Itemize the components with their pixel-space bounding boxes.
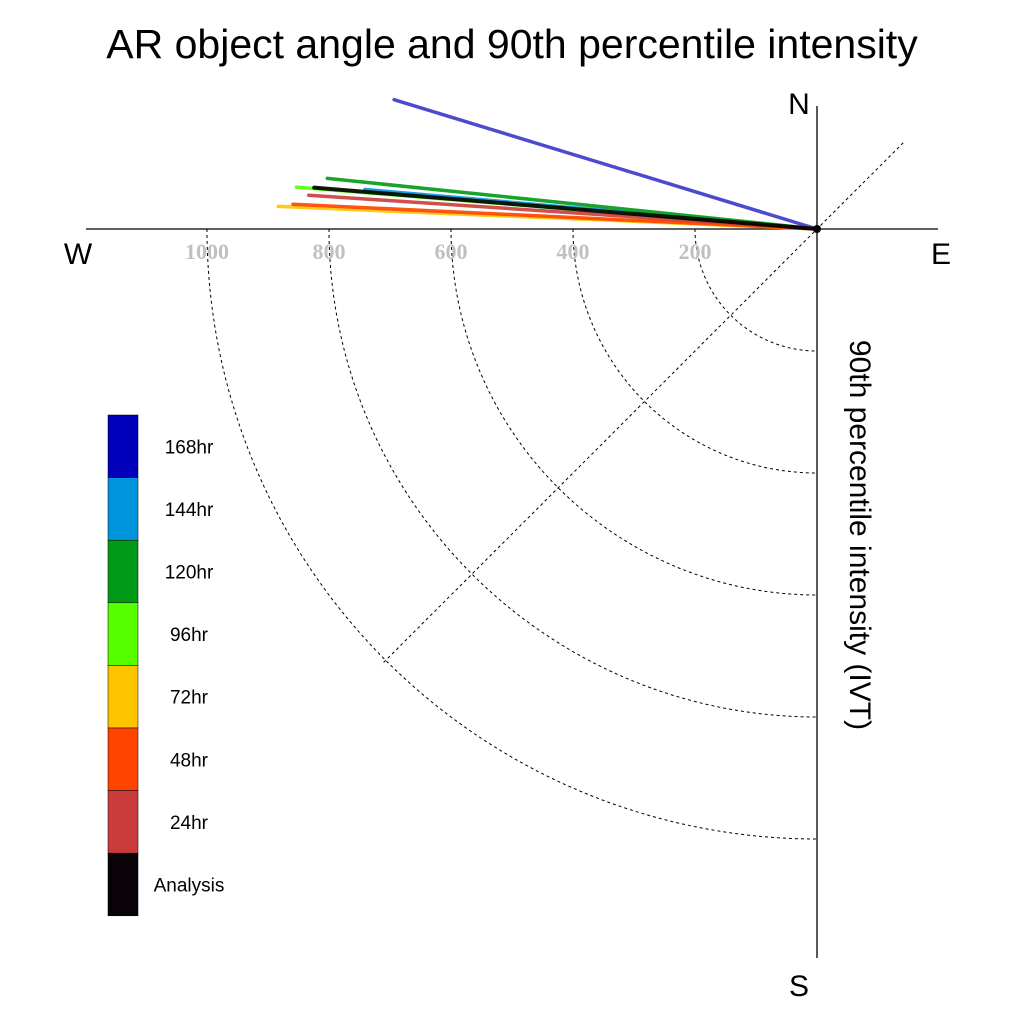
grid-arc-800 <box>328 228 818 718</box>
legend-swatch-144hr <box>107 477 139 541</box>
legend-label: 144hr <box>165 500 214 521</box>
vector-168hr <box>392 97 819 231</box>
radial-axis-label: 90th percentile intensity (IVT) <box>843 340 876 730</box>
legend: 168hr 144hr 120hr 96hr 72hr 48hr 24hr Analysis <box>107 414 225 917</box>
intensity-vectors <box>276 97 821 233</box>
south-label: S <box>789 970 809 1003</box>
east-label: E <box>931 238 951 271</box>
legend-swatch-48hr <box>107 727 139 791</box>
legend-swatch-24hr <box>107 790 139 854</box>
legend-swatch-72hr <box>107 665 139 729</box>
chart-title: AR object angle and 90th percentile inte… <box>106 21 918 67</box>
grid-arc-200 <box>694 228 818 352</box>
radial-tick-label: 1000 <box>185 239 229 264</box>
grid-arc-600 <box>450 228 818 596</box>
legend-swatch-96hr <box>107 602 139 666</box>
legend-label: 96hr <box>170 625 209 646</box>
origin-marker <box>813 225 821 233</box>
north-label: N <box>788 88 810 121</box>
radial-tick-label: 400 <box>557 239 590 264</box>
grid-arc-1000 <box>206 228 818 840</box>
vector-analysis <box>312 185 819 231</box>
legend-label: 48hr <box>170 750 209 771</box>
legend-label: Analysis <box>154 876 225 897</box>
legend-label: 168hr <box>165 437 214 458</box>
radial-tick-label: 600 <box>435 239 468 264</box>
grid-arc-400 <box>572 228 818 474</box>
radial-tick-label: 800 <box>313 239 346 264</box>
west-label: W <box>64 238 93 271</box>
radial-tick-labels: 200 400 600 800 1000 <box>185 239 712 264</box>
legend-label: 72hr <box>170 688 209 709</box>
legend-swatch-168hr <box>107 414 139 478</box>
legend-swatch-120hr <box>107 539 139 604</box>
radial-tick-label: 200 <box>679 239 712 264</box>
legend-label: 120hr <box>165 563 214 584</box>
legend-swatch-analysis <box>107 852 139 917</box>
polar-grid <box>206 142 904 840</box>
legend-label: 24hr <box>170 813 209 834</box>
